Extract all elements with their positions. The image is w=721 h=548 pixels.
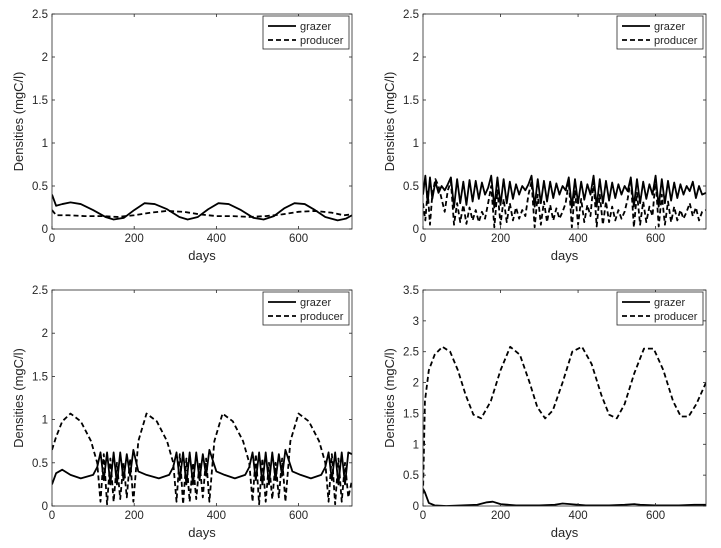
plot-area <box>52 14 352 229</box>
legend-box <box>616 15 704 50</box>
y-axis-label: Densities (mgC/l) <box>382 348 397 448</box>
legend: grazer producer <box>262 15 350 50</box>
legend-label: producer <box>300 311 344 323</box>
series-line-producer <box>423 178 706 229</box>
y-tick-label: 0 <box>42 501 48 513</box>
y-tick-label: 0 <box>42 224 48 236</box>
x-tick-label: 200 <box>125 233 144 245</box>
legend-label: producer <box>300 35 344 47</box>
legend: grazer producer <box>616 291 704 326</box>
axes-box <box>422 289 707 507</box>
y-tick-label: 1.5 <box>403 408 419 420</box>
y-tick-label: 2.5 <box>32 285 48 297</box>
x-tick-label: 0 <box>420 233 426 245</box>
y-tick-label: 3 <box>413 316 419 328</box>
chart-panel-top-left: 0 200 400 600 0 0.5 1 1.5 2 2.5 days Densities (mgC… <box>11 9 353 263</box>
y-tick-label: 2.5 <box>403 9 419 21</box>
y-tick-label: 1.5 <box>32 371 48 383</box>
y-tick-label: 0.5 <box>32 458 48 470</box>
chart-panel-bottom-right: 0 200 400 600 0 0.5 1 1.5 2 2.5 3 3.5 days Densities … <box>382 285 707 540</box>
y-tick-label: 0.5 <box>403 181 419 193</box>
x-axis-label: days <box>551 525 579 540</box>
y-tick-label: 2.5 <box>403 347 419 359</box>
legend: grazer producer <box>262 291 350 326</box>
x-axis-label: days <box>188 525 216 540</box>
y-axis-label: Densities (mgC/l) <box>11 348 26 448</box>
y-tick-label: 2 <box>42 328 48 340</box>
y-tick-label: 1 <box>42 138 48 150</box>
y-tick-label: 0.5 <box>403 470 419 482</box>
plot-area <box>423 14 706 229</box>
legend-box <box>262 15 350 50</box>
legend: grazer producer <box>616 15 704 50</box>
chart-panel-top-right: 0 200 400 600 0 0.5 1 1.5 2 2.5 days Densities (mgC… <box>382 9 707 263</box>
legend-label: grazer <box>300 297 332 309</box>
y-axis-label: Densities (mgC/l) <box>11 72 26 172</box>
x-axis-label: days <box>188 248 216 263</box>
y-tick-label: 1 <box>413 138 419 150</box>
x-tick-label: 400 <box>207 510 226 522</box>
y-tick-label: 1 <box>42 415 48 427</box>
y-tick-label: 3.5 <box>403 285 419 297</box>
x-tick-label: 0 <box>49 233 55 245</box>
y-tick-label: 1.5 <box>403 95 419 107</box>
series-line-producer <box>52 209 352 218</box>
x-tick-label: 600 <box>646 510 665 522</box>
y-tick-label: 1 <box>413 439 419 451</box>
y-tick-label: 0 <box>413 224 419 236</box>
axes-box <box>51 13 353 230</box>
plot-area <box>423 290 706 506</box>
legend-label: grazer <box>300 21 332 33</box>
axes-box <box>51 289 353 507</box>
y-tick-label: 2.5 <box>32 9 48 21</box>
x-tick-label: 400 <box>568 510 587 522</box>
y-tick-label: 2 <box>413 52 419 64</box>
x-tick-label: 600 <box>646 233 665 245</box>
x-tick-label: 200 <box>491 233 510 245</box>
x-tick-label: 400 <box>207 233 226 245</box>
y-tick-label: 1.5 <box>32 95 48 107</box>
legend-label: grazer <box>654 297 686 309</box>
series-line-grazer <box>423 174 706 209</box>
x-tick-label: 600 <box>289 510 308 522</box>
x-tick-label: 400 <box>568 233 587 245</box>
series-line-producer <box>52 412 352 506</box>
y-tick-label: 0 <box>413 501 419 513</box>
x-tick-label: 0 <box>49 510 55 522</box>
legend-box <box>616 291 704 326</box>
x-tick-label: 0 <box>420 510 426 522</box>
x-tick-label: 200 <box>125 510 144 522</box>
series-line-grazer <box>52 194 352 222</box>
legend-box <box>262 291 350 326</box>
x-axis-label: days <box>551 248 579 263</box>
x-tick-label: 600 <box>289 233 308 245</box>
legend-label: producer <box>654 311 698 323</box>
y-tick-label: 2 <box>42 52 48 64</box>
legend-label: grazer <box>654 21 686 33</box>
x-tick-label: 200 <box>491 510 510 522</box>
legend-label: producer <box>654 35 698 47</box>
y-axis-label: Densities (mgC/l) <box>382 72 397 172</box>
y-tick-label: 0.5 <box>32 181 48 193</box>
chart-panel-bottom-left: 0 200 400 600 0 0.5 1 1.5 2 2.5 days Densities (mgC… <box>11 285 353 540</box>
y-tick-label: 2 <box>413 378 419 390</box>
axes-box <box>422 13 707 230</box>
